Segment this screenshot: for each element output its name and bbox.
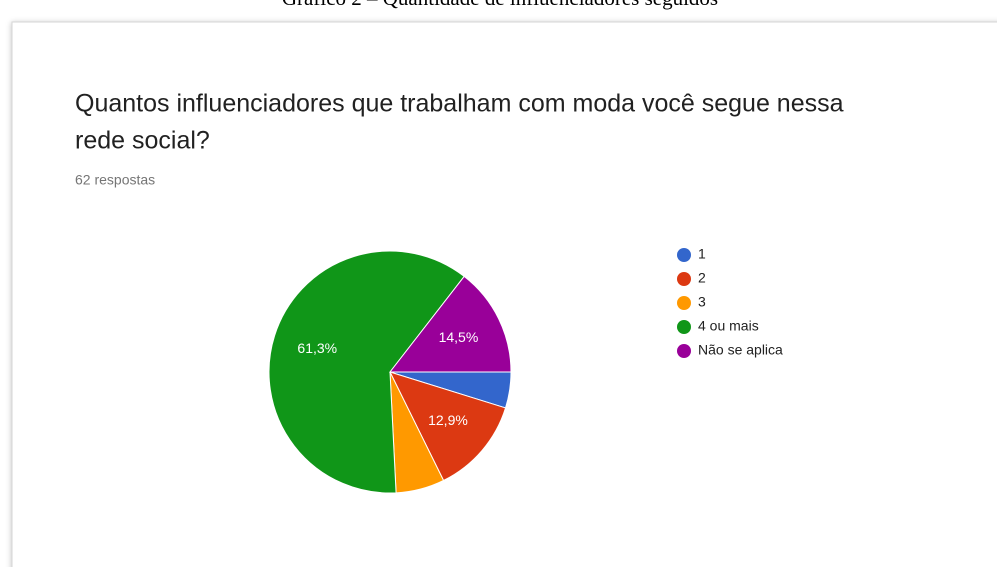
legend-label: 4 ou mais — [698, 318, 759, 334]
legend-swatch — [677, 344, 691, 358]
legend-swatch — [677, 272, 691, 286]
data-label: 14,5% — [439, 329, 479, 345]
legend-swatch — [677, 248, 691, 262]
data-label: 12,9% — [428, 412, 468, 428]
legend-label: 2 — [698, 270, 706, 286]
chart-title-line: Quantos influenciadores que trabalham co… — [75, 90, 844, 118]
chart-title-line: rede social? — [75, 127, 210, 155]
data-label: 61,3% — [297, 340, 337, 356]
legend-swatch — [677, 320, 691, 334]
pie-slice — [388, 275, 512, 373]
pie-slice — [268, 250, 465, 494]
card — [11, 21, 997, 567]
legend-label: 1 — [698, 246, 706, 262]
legend-label: Não se aplica — [698, 342, 783, 358]
subtitle: 62 respostas — [75, 172, 155, 188]
legend-label: 3 — [698, 294, 706, 310]
legend-swatch — [677, 296, 691, 310]
pie-slice — [389, 371, 507, 482]
caption: Gráfico 2 – Quantidade de influenciadore… — [282, 0, 718, 10]
